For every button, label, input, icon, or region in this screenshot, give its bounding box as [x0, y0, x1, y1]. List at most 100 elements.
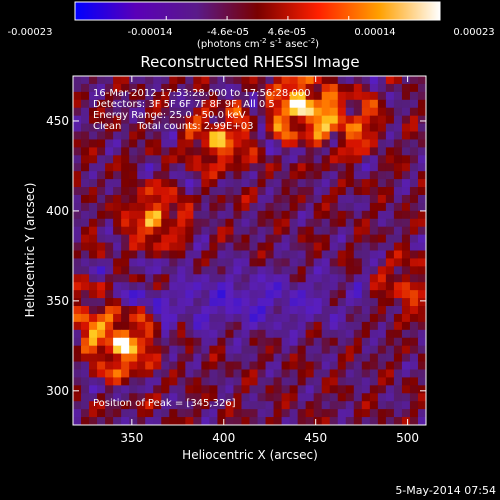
heatmap-cell — [201, 202, 210, 212]
heatmap-cell — [297, 377, 307, 386]
heatmap-cell — [225, 385, 235, 394]
heatmap-cell — [409, 337, 419, 347]
heatmap-cell — [417, 139, 426, 148]
heatmap-cell — [289, 123, 299, 133]
heatmap-cell — [297, 282, 307, 291]
heatmap-cell — [361, 234, 371, 244]
heatmap-cell — [329, 369, 339, 379]
heatmap-cell — [121, 361, 130, 371]
heatmap-cell — [401, 401, 411, 410]
heatmap-cell — [185, 179, 194, 188]
heatmap-cell — [265, 345, 275, 355]
heatmap-cell — [241, 147, 251, 156]
heatmap-cell — [401, 76, 411, 85]
heatmap-cell — [369, 353, 379, 363]
heatmap-cell — [129, 242, 138, 252]
heatmap-cell — [113, 194, 122, 204]
heatmap-cell — [137, 155, 146, 164]
heatmap-cell — [313, 99, 323, 109]
heatmap-cell — [385, 163, 395, 172]
heatmap-cell — [153, 266, 162, 275]
heatmap-cell — [361, 313, 371, 323]
heatmap-cell — [241, 393, 251, 402]
heatmap-cell — [233, 290, 243, 299]
heatmap-cell — [121, 171, 130, 180]
heatmap-cell — [225, 369, 235, 379]
heatmap-cell — [417, 99, 426, 109]
heatmap-cell — [81, 179, 90, 188]
heatmap-cell — [369, 313, 379, 323]
heatmap-cell — [201, 361, 210, 371]
heatmap-cell — [169, 234, 178, 244]
heatmap-cell — [345, 393, 355, 402]
heatmap-cell — [233, 345, 243, 355]
heatmap-cell — [329, 83, 339, 93]
heatmap-cell — [73, 179, 82, 188]
heatmap-cell — [257, 409, 267, 418]
heatmap-cell — [177, 353, 186, 363]
heatmap-cell — [145, 417, 154, 425]
heatmap-cell — [369, 99, 379, 109]
heatmap-cell — [201, 313, 210, 323]
heatmap-cell — [217, 202, 227, 212]
heatmap-cell — [145, 179, 154, 188]
heatmap-cell — [369, 345, 379, 355]
heatmap-cell — [393, 385, 403, 394]
heatmap-cell — [377, 321, 387, 331]
heatmap-cell — [329, 107, 339, 117]
heatmap-cell — [361, 393, 371, 402]
heatmap-cell — [265, 401, 275, 410]
heatmap-cell — [297, 321, 307, 331]
heatmap-cell — [89, 226, 98, 236]
heatmap-cell — [321, 258, 331, 267]
heatmap-cell — [241, 345, 251, 355]
heatmap-cell — [177, 393, 186, 402]
heatmap-cell — [313, 353, 323, 363]
heatmap-cell — [177, 337, 186, 347]
heatmap-cell — [137, 258, 146, 267]
heatmap-cell — [337, 194, 347, 204]
heatmap-cell — [345, 321, 355, 331]
heatmap-cell — [241, 321, 251, 331]
heatmap-cell — [281, 266, 291, 275]
heatmap-cell — [73, 282, 82, 291]
heatmap-cell — [121, 329, 130, 339]
heatmap-cell — [281, 361, 291, 371]
heatmap-cell — [233, 298, 243, 307]
heatmap-cell — [225, 353, 235, 363]
heatmap-cell — [249, 218, 259, 228]
heatmap-cell — [361, 369, 371, 379]
heatmap-cell — [209, 139, 219, 148]
heatmap-cell — [377, 210, 387, 220]
heatmap-cell — [417, 282, 426, 291]
heatmap-cell — [145, 147, 154, 156]
heatmap-cell — [329, 290, 339, 299]
heatmap-cell — [241, 155, 251, 164]
heatmap-cell — [153, 83, 162, 93]
heatmap-cell — [177, 306, 186, 315]
heatmap-cell — [281, 202, 291, 212]
heatmap-cell — [409, 242, 419, 252]
heatmap-cell — [273, 417, 283, 425]
heatmap-cell — [121, 234, 130, 244]
heatmap-cell — [265, 76, 275, 85]
heatmap-cell — [169, 202, 178, 212]
heatmap-cell — [97, 353, 106, 363]
heatmap-cell — [337, 210, 347, 220]
heatmap-cell — [233, 210, 243, 220]
heatmap-cell — [113, 377, 122, 386]
heatmap-cell — [249, 83, 259, 93]
heatmap-cell — [281, 306, 291, 315]
heatmap-cell — [321, 306, 331, 315]
heatmap-cell — [89, 107, 98, 117]
heatmap-cell — [97, 218, 106, 228]
heatmap-cell — [409, 163, 419, 172]
heatmap-cell — [201, 155, 210, 164]
heatmap-cell — [105, 321, 114, 331]
heatmap-cell — [169, 115, 178, 125]
heatmap-cell — [217, 290, 227, 299]
heatmap-cell — [81, 194, 90, 204]
heatmap-cell — [161, 91, 170, 101]
heatmap-cell — [153, 139, 162, 148]
heatmap-cell — [385, 179, 395, 188]
